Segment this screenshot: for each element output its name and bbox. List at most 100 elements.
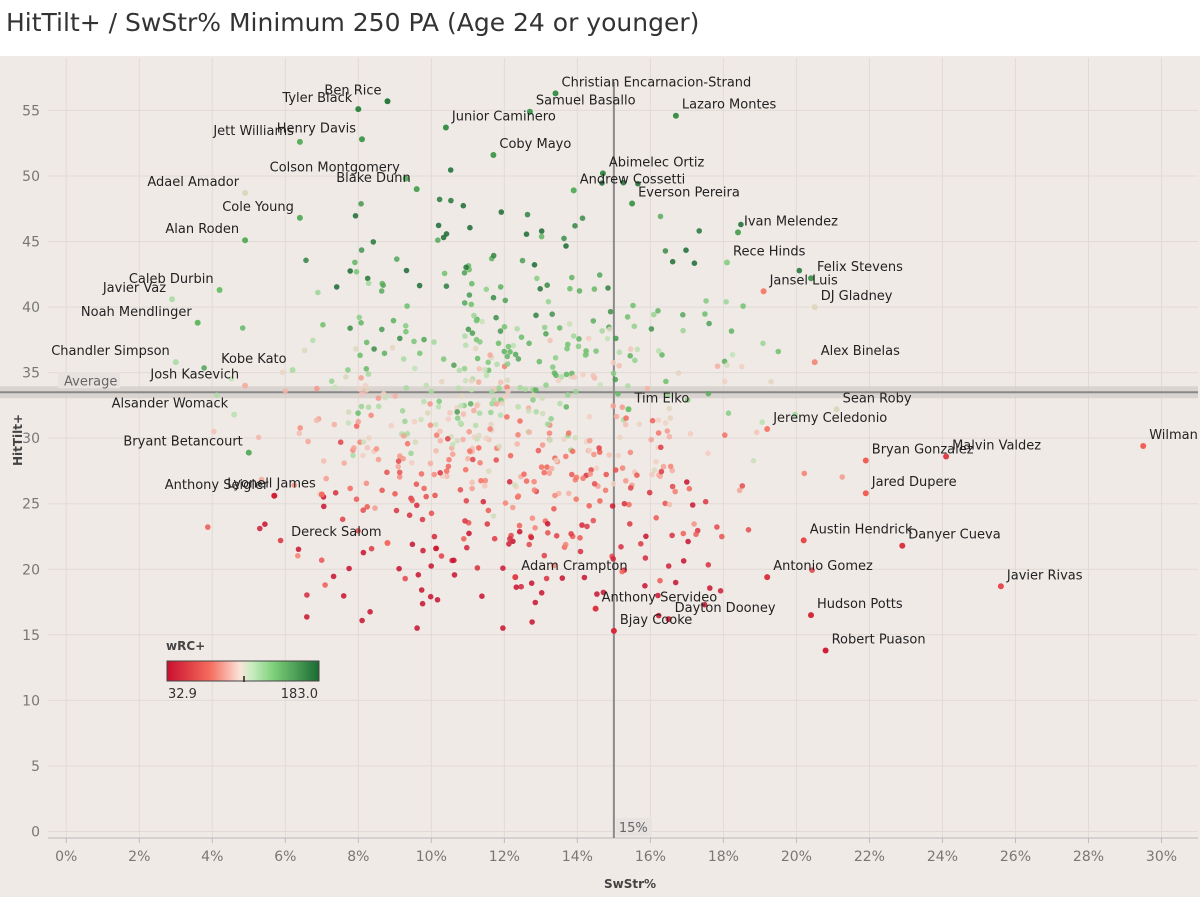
data-point — [406, 512, 413, 518]
data-point — [566, 321, 573, 327]
y-tick-label: 25 — [22, 497, 40, 513]
data-point — [510, 504, 516, 511]
data-point — [587, 471, 593, 477]
data-point — [612, 376, 619, 383]
data-point — [289, 367, 296, 373]
data-point — [462, 518, 468, 524]
x-tick-label: 18% — [708, 849, 739, 865]
data-point — [493, 457, 500, 463]
data-point — [321, 503, 327, 510]
data-point — [663, 378, 669, 385]
data-point — [476, 366, 483, 372]
data-point — [427, 460, 434, 467]
data-point — [648, 326, 655, 332]
data-point — [355, 528, 361, 534]
point-label: Coby Mayo — [499, 137, 571, 152]
data-point — [629, 200, 636, 207]
data-point — [497, 284, 504, 290]
data-point — [242, 237, 249, 244]
data-point — [505, 343, 512, 350]
data-point — [623, 415, 629, 421]
data-point — [602, 487, 609, 494]
data-point — [408, 450, 414, 457]
data-point — [567, 285, 573, 292]
data-point — [228, 376, 235, 382]
data-point — [596, 449, 603, 455]
data-point — [680, 327, 686, 334]
data-point — [590, 372, 596, 379]
data-point — [515, 404, 522, 410]
data-point — [331, 421, 338, 428]
data-point — [627, 449, 634, 456]
data-point — [483, 286, 490, 293]
data-point — [642, 583, 648, 589]
point-label: Anthony Servideo — [602, 591, 718, 606]
data-point — [672, 112, 679, 119]
data-point — [519, 257, 526, 264]
data-point — [469, 479, 475, 486]
data-point — [738, 221, 744, 228]
x-tick-label: 28% — [1073, 849, 1104, 865]
data-point — [705, 450, 711, 457]
data-point — [172, 359, 179, 366]
data-point — [706, 320, 712, 327]
point-label: Austin Hendrick — [810, 522, 913, 537]
data-point — [657, 577, 663, 584]
data-point — [497, 328, 504, 334]
data-point — [717, 588, 724, 594]
data-point — [476, 445, 482, 451]
data-point — [468, 301, 475, 308]
data-point — [536, 358, 543, 365]
data-point — [490, 152, 497, 158]
data-point — [707, 585, 713, 591]
data-point — [490, 252, 497, 259]
grid-lines — [48, 58, 1198, 839]
data-point — [277, 537, 284, 544]
data-point — [466, 429, 473, 435]
data-point — [379, 487, 385, 494]
data-point — [544, 282, 550, 289]
data-point — [561, 235, 567, 242]
data-point — [461, 536, 467, 542]
data-point — [546, 430, 553, 437]
data-point — [495, 340, 502, 347]
data-point — [373, 446, 380, 452]
x-tick-label: 30% — [1146, 849, 1177, 865]
x-tick-label: 22% — [854, 849, 885, 865]
data-point — [363, 339, 370, 346]
data-point — [592, 605, 599, 612]
data-point — [490, 513, 497, 519]
data-point — [497, 379, 504, 386]
data-point — [504, 377, 511, 384]
data-point — [502, 394, 508, 400]
data-point — [454, 437, 461, 444]
data-point — [517, 384, 523, 391]
data-point — [458, 402, 464, 409]
data-point — [322, 582, 328, 588]
data-point — [657, 213, 664, 220]
data-point — [291, 482, 298, 489]
data-point — [461, 365, 468, 372]
data-point — [594, 591, 600, 597]
data-point — [705, 562, 712, 568]
data-point — [551, 506, 557, 512]
y-tick-label: 5 — [31, 759, 40, 775]
y-tick-label: 35 — [22, 366, 40, 382]
data-point — [545, 530, 551, 536]
data-point — [768, 379, 774, 385]
data-point — [352, 259, 358, 266]
point-label: Alan Roden — [165, 222, 239, 237]
data-point — [618, 544, 624, 550]
data-point — [680, 312, 686, 318]
data-point — [371, 346, 377, 352]
data-point — [388, 422, 395, 429]
data-point — [587, 437, 593, 444]
data-point — [402, 175, 409, 182]
data-point — [255, 434, 262, 441]
data-point — [736, 487, 743, 494]
data-point — [498, 209, 505, 215]
data-point — [693, 531, 699, 538]
data-point — [563, 243, 569, 249]
data-point — [432, 492, 438, 499]
data-point — [496, 443, 503, 450]
